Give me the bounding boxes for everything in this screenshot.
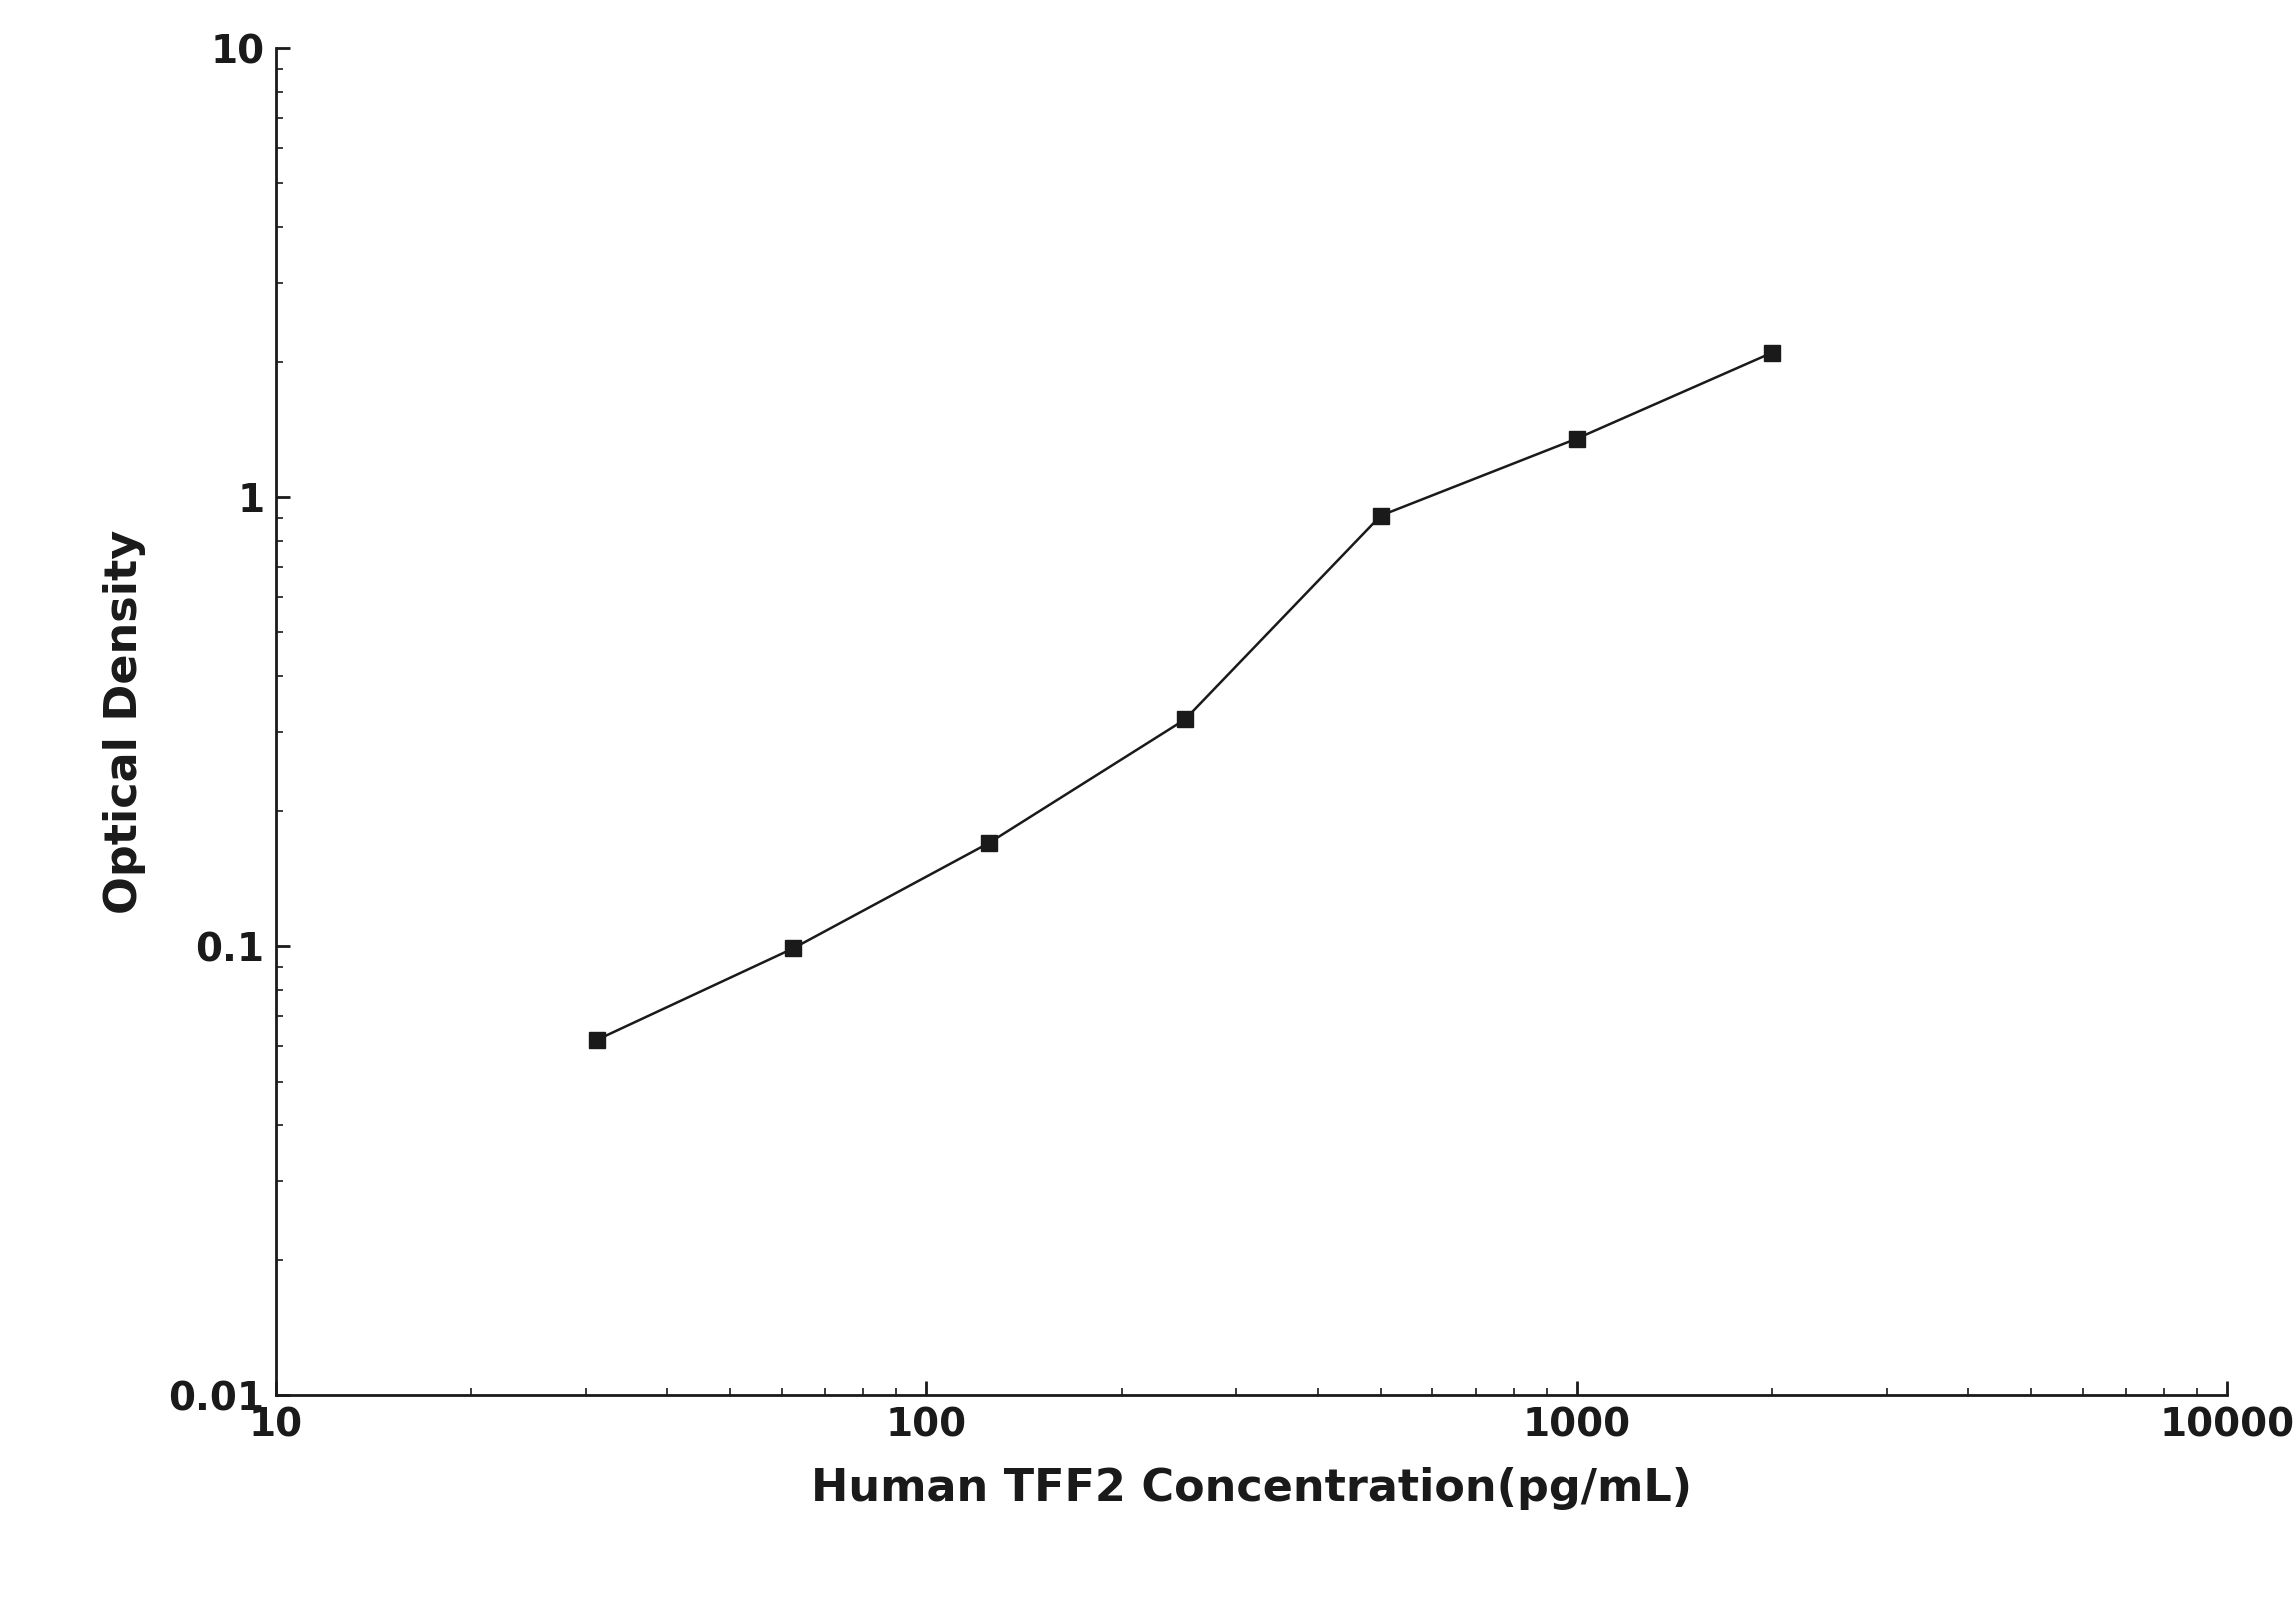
Y-axis label: Optical Density: Optical Density: [103, 529, 147, 914]
X-axis label: Human TFF2 Concentration(pg/mL): Human TFF2 Concentration(pg/mL): [810, 1466, 1692, 1509]
